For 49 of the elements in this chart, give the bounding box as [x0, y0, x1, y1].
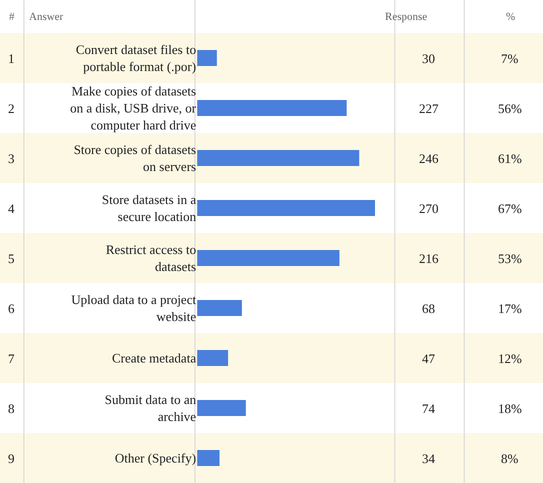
text: 6 [8, 301, 15, 316]
bar [197, 250, 340, 266]
data-label: 216 [419, 251, 439, 266]
data-label: 47 [422, 351, 436, 366]
text: 56% [498, 101, 522, 116]
text: 17% [498, 301, 522, 316]
data-label: 74 [422, 401, 436, 416]
y-tick-label: Make copies of datasets on a disk, USB drive, or computer hard drive [70, 84, 197, 132]
data-label: 30 [422, 51, 435, 66]
text: 3 [8, 151, 14, 166]
y-tick-label: Submit data to an archive [104, 392, 197, 424]
y-tick-label: Upload data to a project website [71, 292, 196, 324]
text: 12% [498, 351, 522, 366]
data-label: 270 [419, 201, 438, 216]
bar [197, 100, 347, 116]
text: 8% [501, 451, 518, 466]
text: 7 [8, 351, 15, 366]
text: 9 [8, 451, 14, 466]
data-label: 227 [419, 101, 439, 116]
text: 8 [8, 401, 14, 416]
bar [197, 350, 228, 366]
y-tick-label: Other (Specify) [114, 450, 196, 466]
text: 7% [501, 51, 518, 66]
text: 5 [8, 251, 14, 266]
bar [197, 150, 360, 166]
text: 53% [498, 251, 522, 266]
data-label: 68 [422, 301, 435, 316]
bar [197, 50, 217, 66]
bar [197, 200, 375, 216]
data-label: 34 [422, 451, 436, 466]
text: 61% [498, 151, 522, 166]
bar [197, 400, 246, 416]
text: 67% [498, 201, 522, 216]
data-label: 246 [419, 151, 439, 166]
text: 18% [498, 401, 522, 416]
text: % [506, 11, 516, 23]
text: 1 [8, 51, 14, 66]
bar [197, 300, 242, 316]
text: 4 [8, 201, 15, 216]
y-tick-label: Restrict access to datasets [106, 242, 196, 274]
y-tick-label: Store copies of datasets on servers [74, 142, 196, 174]
text: Response [385, 11, 428, 23]
y-tick-label: Store datasets in a secure location [102, 192, 197, 224]
text: Answer [29, 11, 64, 23]
y-tick-label: Create metadata [112, 350, 196, 366]
bar [197, 450, 220, 466]
text: 2 [8, 101, 14, 116]
text: # [9, 11, 15, 23]
y-tick-label: Convert dataset files to portable format (.por) [76, 42, 196, 74]
